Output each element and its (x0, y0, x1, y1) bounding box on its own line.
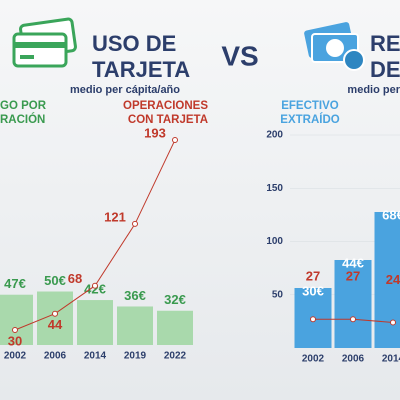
bar-value-label: 47€ (4, 276, 26, 291)
line-point (390, 319, 396, 326)
line-value-label: 30 (8, 333, 22, 348)
chart-title: TARJETA (92, 57, 190, 82)
bar (334, 260, 372, 348)
bar-value-label: 30€ (302, 283, 324, 298)
line-point (12, 327, 18, 334)
line-value-label: 193 (144, 125, 166, 140)
x-tick-label: 2006 (342, 354, 365, 365)
bar-value-label: 36€ (124, 288, 146, 303)
x-tick-label: 2014 (84, 351, 107, 362)
bar (117, 306, 153, 345)
line-point (310, 316, 316, 323)
bar (374, 212, 400, 348)
line-point (52, 310, 58, 317)
chart-subtitle: medio per cápita/año (70, 84, 180, 96)
chart-title: DE (370, 57, 400, 82)
line-point (132, 220, 138, 227)
x-tick-label: 2002 (4, 351, 27, 362)
legend-label: EXTRAÍDO (280, 113, 339, 126)
x-tick-label: 2002 (302, 354, 325, 365)
bar-value-label: 42€ (84, 281, 106, 296)
chart-subtitle: medio per (347, 84, 400, 96)
x-tick-label: 2006 (44, 351, 67, 362)
line-point (92, 282, 98, 289)
bar (0, 294, 33, 345)
y-tick-label: 150 (266, 183, 283, 194)
bar-value-label: 32€ (164, 292, 186, 307)
line-point (172, 136, 178, 143)
cash-icon (304, 22, 365, 71)
y-tick-label: 50 (272, 289, 284, 300)
legend-label: RACIÓN (0, 113, 45, 126)
bar-value-label: 68€ (382, 207, 400, 222)
line-value-label: 121 (104, 209, 126, 224)
chart-title: USO DE (92, 31, 176, 56)
bar-value-label: 44€ (342, 255, 364, 270)
chart-title: RE (370, 31, 400, 56)
line-value-label: 24 (386, 272, 400, 287)
line-value-label: 27 (306, 269, 320, 284)
y-tick-label: 100 (266, 236, 283, 247)
bar (157, 310, 193, 345)
line-value-label: 68 (68, 271, 82, 286)
bar (77, 300, 113, 345)
vs-label: VS (221, 40, 258, 71)
y-tick-label: 200 (266, 130, 283, 141)
x-tick-label: 2022 (164, 351, 187, 362)
legend-label: GO POR (0, 100, 47, 112)
x-tick-label: 2014 (382, 354, 400, 365)
x-tick-label: 2019 (124, 351, 147, 362)
card-icon (12, 17, 77, 68)
line-point (350, 316, 356, 323)
legend-label: OPERACIONES (123, 100, 208, 112)
line-value-label: 44 (48, 317, 63, 332)
line-value-label: 27 (346, 269, 360, 284)
bar-value-label: 50€ (44, 273, 66, 288)
legend-label: EFECTIVO (281, 100, 339, 112)
legend-label: CON TARJETA (128, 114, 208, 126)
